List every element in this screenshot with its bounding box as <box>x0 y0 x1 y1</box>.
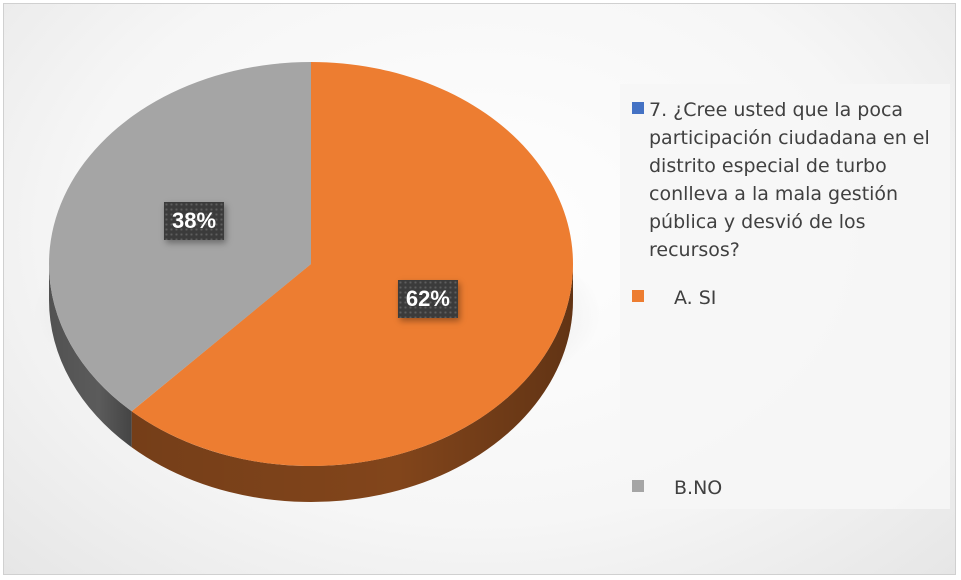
legend: 7. ¿Cree usted que la poca participación… <box>620 84 950 509</box>
data-label-si: 62% <box>397 279 458 318</box>
legend-title-text: 7. ¿Cree usted que la poca participación… <box>649 99 930 261</box>
legend-swatch-no <box>632 480 644 492</box>
legend-entry-si: A. SI <box>632 284 716 312</box>
legend-swatch-si <box>632 290 644 302</box>
data-label-no: 38% <box>164 202 225 241</box>
pie-side-b-no-shade <box>49 264 132 448</box>
pie-side-a-si-shade <box>131 264 573 502</box>
chart-area: 62% 38% 7. ¿Cree usted que la poca parti… <box>3 3 956 575</box>
legend-entry-no: B.NO <box>632 474 722 502</box>
legend-label-no: B.NO <box>674 477 723 499</box>
legend-swatch-title <box>632 102 644 114</box>
pie-slice-a-si <box>131 62 573 466</box>
legend-title-entry: 7. ¿Cree usted que la poca participación… <box>632 96 950 264</box>
legend-label-si: A. SI <box>674 287 717 309</box>
